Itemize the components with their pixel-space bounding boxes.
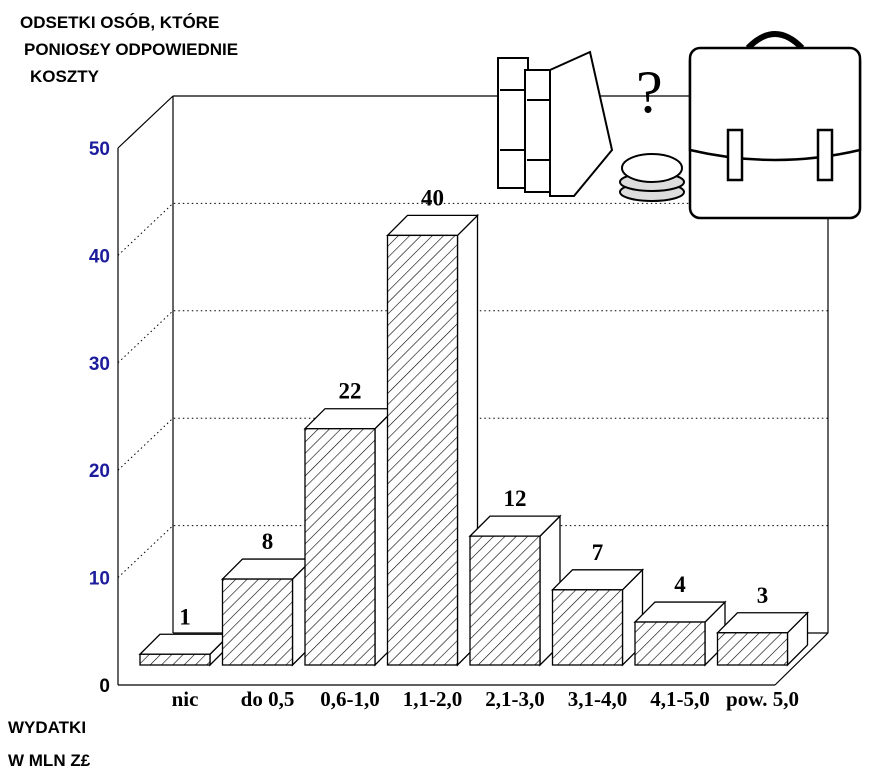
x-tick-label: 0,6-1,0 bbox=[320, 687, 380, 711]
bar bbox=[550, 568, 645, 667]
x-axis-label: W MLN Z£ bbox=[8, 751, 91, 770]
title-line: KOSZTY bbox=[30, 67, 100, 86]
x-tick-label: 3,1-4,0 bbox=[568, 687, 628, 711]
bar-face bbox=[304, 428, 376, 666]
bar-face bbox=[139, 653, 211, 666]
value-label: 8 bbox=[262, 529, 274, 554]
x-tick-label: 4,1-5,0 bbox=[650, 687, 710, 711]
bar-face bbox=[469, 535, 541, 666]
x-tick-label: 1,1-2,0 bbox=[403, 687, 463, 711]
bar bbox=[633, 600, 727, 667]
title-line: ODSETKI OSÓB, KTÓRE bbox=[20, 13, 219, 32]
y-tick-label: 50 bbox=[89, 139, 110, 160]
y-tick-label: 30 bbox=[89, 354, 110, 375]
illustration: ? bbox=[497, 31, 862, 220]
title-line: PONIOS£Y ODPOWIEDNIE bbox=[24, 40, 238, 59]
x-tick-label: pow. 5,0 bbox=[726, 687, 799, 711]
value-label: 12 bbox=[504, 486, 527, 511]
bar bbox=[138, 632, 232, 667]
value-label: 1 bbox=[179, 604, 191, 629]
bar-face bbox=[716, 632, 789, 666]
value-label: 4 bbox=[674, 572, 686, 597]
bar bbox=[715, 611, 810, 667]
x-tick-label: nic bbox=[172, 687, 199, 711]
value-label: 7 bbox=[592, 540, 604, 565]
value-label: 22 bbox=[339, 379, 362, 404]
x-tick-label: 2,1-3,0 bbox=[485, 687, 545, 711]
value-label: 40 bbox=[421, 185, 444, 210]
bar bbox=[220, 557, 315, 667]
x-tick-label: do 0,5 bbox=[241, 687, 295, 711]
bar-face bbox=[386, 234, 459, 666]
bar bbox=[303, 407, 397, 667]
bar-face bbox=[221, 578, 294, 666]
bar bbox=[385, 213, 480, 667]
question-mark: ? bbox=[636, 59, 663, 125]
bar bbox=[468, 514, 562, 667]
bar-face bbox=[634, 621, 706, 666]
y-tick-label: 20 bbox=[89, 461, 110, 482]
x-axis-label: WYDATKI bbox=[8, 718, 86, 737]
y-tick-label: 0 bbox=[99, 676, 110, 697]
y-tick-label: 10 bbox=[89, 569, 110, 590]
bar-face bbox=[551, 589, 624, 666]
value-label: 3 bbox=[757, 583, 769, 608]
y-tick-label: 40 bbox=[89, 246, 110, 267]
